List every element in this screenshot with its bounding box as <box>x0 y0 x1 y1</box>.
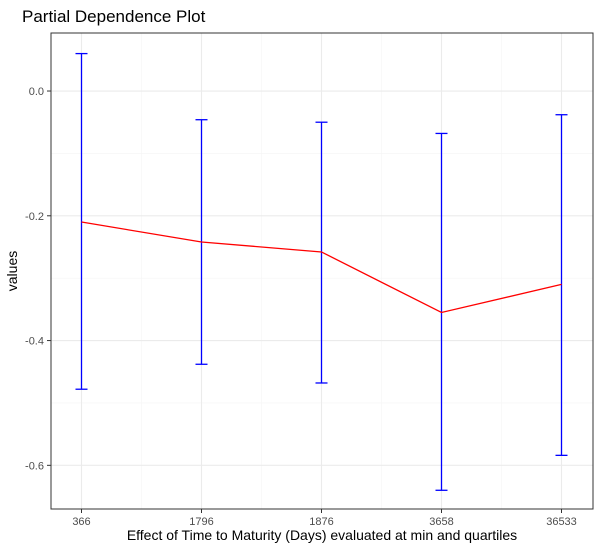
x-axis-title: Effect of Time to Maturity (Days) evalua… <box>127 527 517 543</box>
x-tick-label: 1876 <box>309 516 333 528</box>
y-axis: 0.0 -0.2 -0.4 -0.6 <box>25 86 51 472</box>
y-tick-label: 0.0 <box>29 86 44 98</box>
y-axis-title: values <box>4 251 20 291</box>
plot-panel <box>50 32 594 510</box>
y-tick-label: -0.4 <box>25 336 44 348</box>
chart-title: Partial Dependence Plot <box>22 7 206 26</box>
x-tick-label: 1796 <box>189 516 213 528</box>
y-tick-label: -0.2 <box>25 211 44 223</box>
x-tick-label: 3658 <box>429 516 453 528</box>
partial-dependence-line <box>81 221 562 314</box>
error-bar <box>75 52 88 390</box>
x-tick-label: 36533 <box>546 516 577 528</box>
y-tick-label: -0.6 <box>25 460 44 472</box>
x-axis: 366 1796 1876 3658 36533 <box>72 509 577 528</box>
x-tick-label: 366 <box>72 516 90 528</box>
